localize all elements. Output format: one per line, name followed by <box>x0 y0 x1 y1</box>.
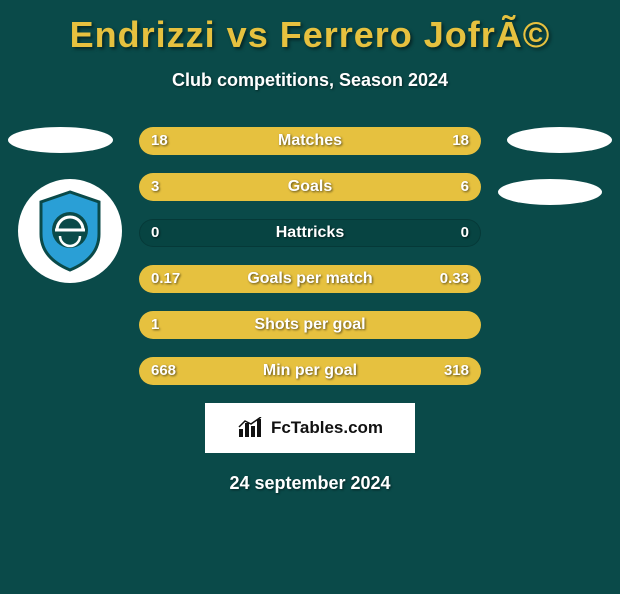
player-right-badge-2 <box>498 179 602 205</box>
content-area: 1818Matches 36Goals 00Hattricks 0.170.33Goa… <box>0 127 620 494</box>
shield-icon <box>33 190 107 272</box>
stat-label: Hattricks <box>139 219 481 247</box>
stat-row: 00Hattricks <box>139 219 481 247</box>
chart-icon <box>237 417 265 439</box>
stat-row: 36Goals <box>139 173 481 201</box>
stat-row: 1818Matches <box>139 127 481 155</box>
stat-row: 668318Min per goal <box>139 357 481 385</box>
player-right-badge-1 <box>507 127 612 153</box>
stat-row: 1Shots per goal <box>139 311 481 339</box>
player-left-badge-1 <box>8 127 113 153</box>
stat-label: Min per goal <box>139 357 481 385</box>
page-title: Endrizzi vs Ferrero JofrÃ© <box>0 14 620 56</box>
stat-row: 0.170.33Goals per match <box>139 265 481 293</box>
player-left-badge-2 <box>18 179 122 283</box>
branding-box: FcTables.com <box>205 403 415 453</box>
stat-label: Shots per goal <box>139 311 481 339</box>
subtitle: Club competitions, Season 2024 <box>0 70 620 91</box>
branding-text: FcTables.com <box>271 418 383 438</box>
date-text: 24 september 2024 <box>0 473 620 494</box>
stat-label: Goals <box>139 173 481 201</box>
stat-label: Goals per match <box>139 265 481 293</box>
stats-bars: 1818Matches 36Goals 00Hattricks 0.170.33Goa… <box>139 127 481 385</box>
stat-label: Matches <box>139 127 481 155</box>
